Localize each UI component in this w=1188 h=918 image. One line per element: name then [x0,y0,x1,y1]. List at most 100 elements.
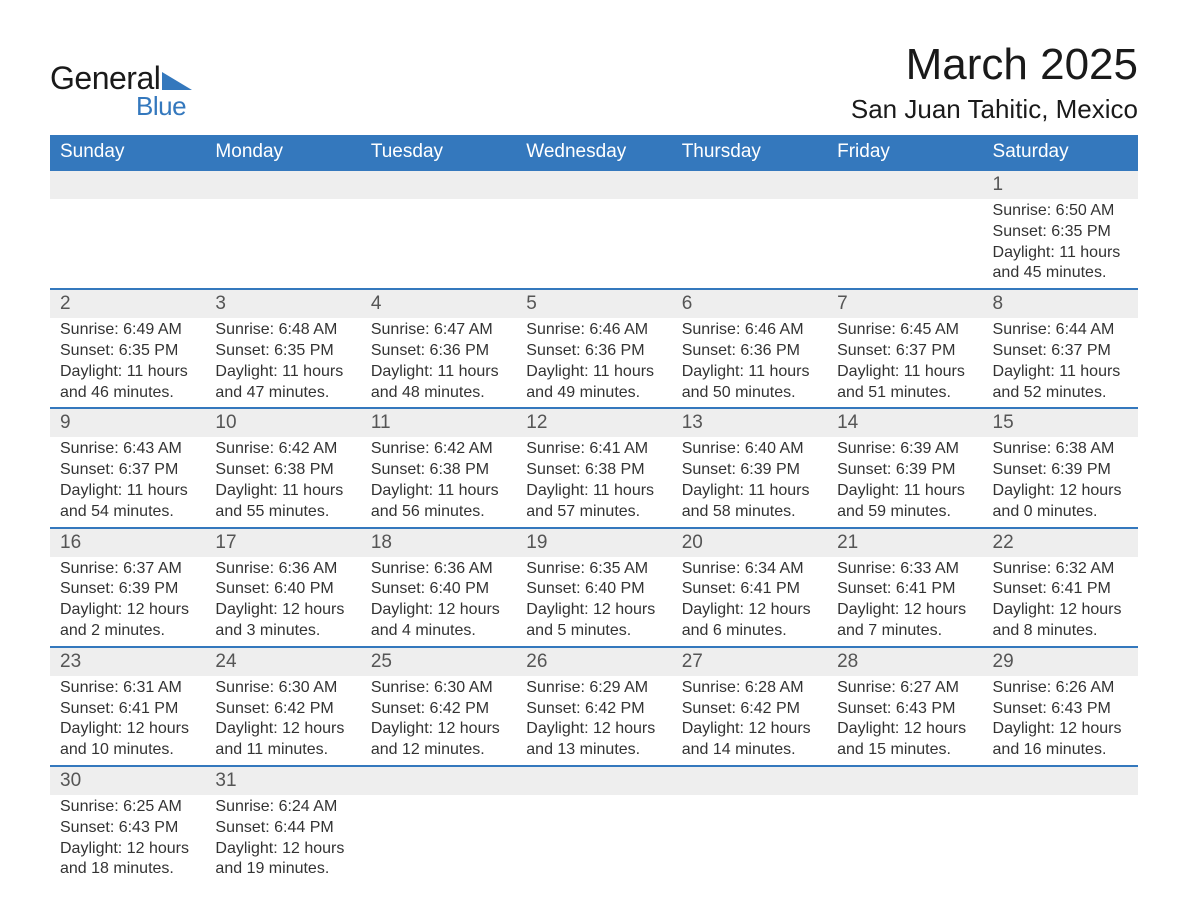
sunset-text: Sunset: 6:44 PM [215,818,350,839]
day-data [516,795,671,884]
week-daynum-row: 1 [50,170,1138,199]
day-data: Sunrise: 6:45 AMSunset: 6:37 PMDaylight:… [827,318,982,408]
sunset-text: Sunset: 6:40 PM [526,579,661,600]
location: San Juan Tahitic, Mexico [851,94,1138,125]
sunset-text: Sunset: 6:39 PM [993,460,1128,481]
day-header: Sunday [50,135,205,170]
daylight-text: Daylight: 11 hours and 46 minutes. [60,362,195,404]
day-number: 9 [50,408,205,437]
sunset-text: Sunset: 6:41 PM [837,579,972,600]
sunrise-text: Sunrise: 6:42 AM [215,439,350,460]
day-number: 15 [983,408,1138,437]
sunset-text: Sunset: 6:40 PM [371,579,506,600]
sunrise-text: Sunrise: 6:49 AM [60,320,195,341]
day-data: Sunrise: 6:26 AMSunset: 6:43 PMDaylight:… [983,676,1138,766]
daylight-text: Daylight: 11 hours and 50 minutes. [682,362,817,404]
day-data: Sunrise: 6:49 AMSunset: 6:35 PMDaylight:… [50,318,205,408]
daylight-text: Daylight: 12 hours and 12 minutes. [371,719,506,761]
sunset-text: Sunset: 6:35 PM [60,341,195,362]
sunset-text: Sunset: 6:42 PM [215,699,350,720]
week-daynum-row: 3031 [50,766,1138,795]
daylight-text: Daylight: 11 hours and 54 minutes. [60,481,195,523]
day-data [672,795,827,884]
day-number: 14 [827,408,982,437]
sunset-text: Sunset: 6:36 PM [371,341,506,362]
sunrise-text: Sunrise: 6:26 AM [993,678,1128,699]
day-header: Wednesday [516,135,671,170]
sunset-text: Sunset: 6:42 PM [682,699,817,720]
sunset-text: Sunset: 6:43 PM [993,699,1128,720]
day-number [827,170,982,199]
daylight-text: Daylight: 11 hours and 49 minutes. [526,362,661,404]
week-daynum-row: 9101112131415 [50,408,1138,437]
sunset-text: Sunset: 6:37 PM [60,460,195,481]
daylight-text: Daylight: 12 hours and 8 minutes. [993,600,1128,642]
sunrise-text: Sunrise: 6:46 AM [682,320,817,341]
day-number: 27 [672,647,827,676]
day-header: Tuesday [361,135,516,170]
daylight-text: Daylight: 12 hours and 19 minutes. [215,839,350,881]
daylight-text: Daylight: 11 hours and 56 minutes. [371,481,506,523]
sunset-text: Sunset: 6:35 PM [993,222,1128,243]
daylight-text: Daylight: 11 hours and 52 minutes. [993,362,1128,404]
day-number [672,766,827,795]
month-year: March 2025 [851,40,1138,90]
day-number [516,766,671,795]
logo-triangle-icon [162,68,192,90]
daylight-text: Daylight: 12 hours and 5 minutes. [526,600,661,642]
day-header: Monday [205,135,360,170]
day-data: Sunrise: 6:47 AMSunset: 6:36 PMDaylight:… [361,318,516,408]
day-header: Thursday [672,135,827,170]
sunset-text: Sunset: 6:43 PM [60,818,195,839]
header: General Blue March 2025 San Juan Tahitic… [50,40,1138,125]
daylight-text: Daylight: 11 hours and 45 minutes. [993,243,1128,285]
title-block: March 2025 San Juan Tahitic, Mexico [851,40,1138,125]
day-data: Sunrise: 6:31 AMSunset: 6:41 PMDaylight:… [50,676,205,766]
day-data: Sunrise: 6:50 AMSunset: 6:35 PMDaylight:… [983,199,1138,289]
day-header: Saturday [983,135,1138,170]
day-number: 19 [516,528,671,557]
day-data [361,795,516,884]
day-data: Sunrise: 6:46 AMSunset: 6:36 PMDaylight:… [672,318,827,408]
week-daynum-row: 16171819202122 [50,528,1138,557]
day-number: 8 [983,289,1138,318]
day-number: 18 [361,528,516,557]
sunset-text: Sunset: 6:35 PM [215,341,350,362]
day-data: Sunrise: 6:25 AMSunset: 6:43 PMDaylight:… [50,795,205,884]
day-data: Sunrise: 6:43 AMSunset: 6:37 PMDaylight:… [50,437,205,527]
sunset-text: Sunset: 6:41 PM [682,579,817,600]
sunset-text: Sunset: 6:39 PM [682,460,817,481]
week-daynum-row: 23242526272829 [50,647,1138,676]
sunrise-text: Sunrise: 6:37 AM [60,559,195,580]
sunset-text: Sunset: 6:37 PM [837,341,972,362]
day-data: Sunrise: 6:42 AMSunset: 6:38 PMDaylight:… [205,437,360,527]
daylight-text: Daylight: 11 hours and 59 minutes. [837,481,972,523]
logo: General Blue [50,40,192,122]
daylight-text: Daylight: 11 hours and 48 minutes. [371,362,506,404]
day-number: 25 [361,647,516,676]
day-data: Sunrise: 6:28 AMSunset: 6:42 PMDaylight:… [672,676,827,766]
day-data [516,199,671,289]
sunset-text: Sunset: 6:36 PM [682,341,817,362]
week-data-row: Sunrise: 6:31 AMSunset: 6:41 PMDaylight:… [50,676,1138,766]
sunrise-text: Sunrise: 6:24 AM [215,797,350,818]
day-header: Friday [827,135,982,170]
day-number: 30 [50,766,205,795]
day-number [50,170,205,199]
daylight-text: Daylight: 12 hours and 6 minutes. [682,600,817,642]
sunrise-text: Sunrise: 6:50 AM [993,201,1128,222]
day-data: Sunrise: 6:41 AMSunset: 6:38 PMDaylight:… [516,437,671,527]
sunrise-text: Sunrise: 6:35 AM [526,559,661,580]
day-data: Sunrise: 6:29 AMSunset: 6:42 PMDaylight:… [516,676,671,766]
sunrise-text: Sunrise: 6:27 AM [837,678,972,699]
sunrise-text: Sunrise: 6:25 AM [60,797,195,818]
day-number: 2 [50,289,205,318]
day-data [50,199,205,289]
day-number [361,170,516,199]
daylight-text: Daylight: 12 hours and 16 minutes. [993,719,1128,761]
sunrise-text: Sunrise: 6:30 AM [371,678,506,699]
daylight-text: Daylight: 11 hours and 58 minutes. [682,481,817,523]
daylight-text: Daylight: 12 hours and 0 minutes. [993,481,1128,523]
sunrise-text: Sunrise: 6:44 AM [993,320,1128,341]
daylight-text: Daylight: 11 hours and 57 minutes. [526,481,661,523]
